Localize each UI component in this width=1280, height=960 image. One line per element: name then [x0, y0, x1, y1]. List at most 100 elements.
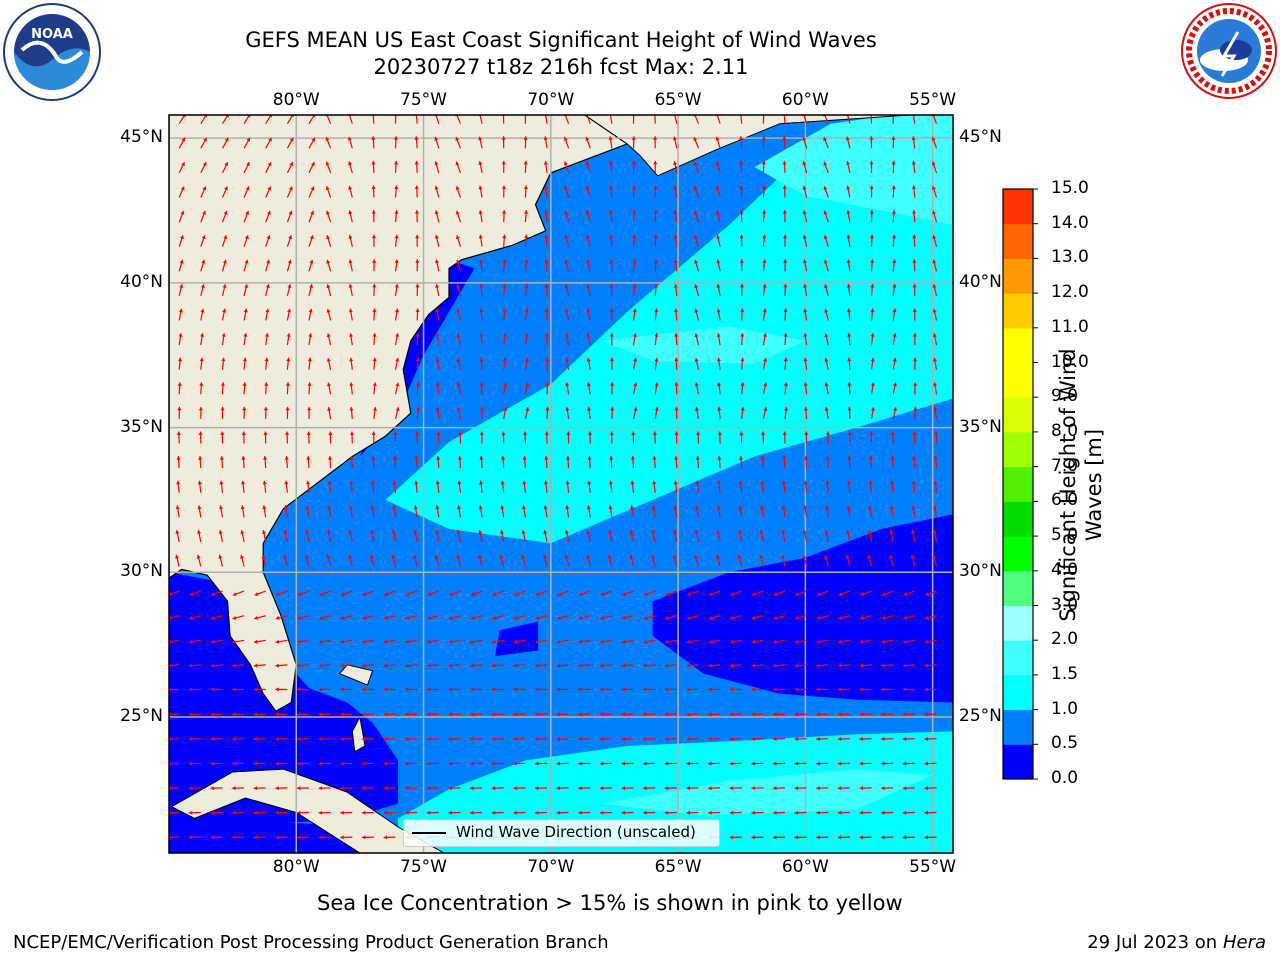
wave-direction-arrowhead	[524, 234, 529, 239]
wave-direction-arrowhead	[716, 333, 721, 337]
wave-direction-arrowhead	[632, 259, 637, 263]
wave-direction-arrowhead	[664, 786, 669, 791]
wave-direction-arrowhead	[427, 615, 432, 620]
wave-direction-arrowhead	[491, 639, 496, 644]
wave-direction-arrowhead	[803, 505, 808, 510]
wave-direction-arrowhead	[729, 810, 734, 815]
wave-direction-arrowhead	[361, 712, 366, 717]
wave-direction-arrowhead	[479, 456, 484, 460]
wave-direction-arrowhead	[181, 137, 186, 142]
wave-direction-arrowhead	[913, 406, 918, 411]
wave-direction-arrowhead	[246, 137, 250, 142]
wave-direction-arrowhead	[587, 456, 592, 460]
colorbar-segment	[1003, 431, 1033, 468]
wave-direction-arrowhead	[845, 554, 850, 559]
wave-direction-arrowhead	[318, 639, 323, 644]
wave-direction-arrowhead	[349, 382, 354, 386]
wave-direction-arrowhead	[739, 259, 744, 263]
wave-direction-arrowhead	[340, 712, 344, 717]
wave-direction-arrowhead	[470, 592, 475, 596]
wave-direction-arrowhead	[525, 382, 530, 387]
wave-direction-arrowhead	[232, 639, 236, 644]
wave-direction-arrowhead	[823, 235, 828, 240]
wave-direction-arrowhead	[924, 615, 929, 620]
wave-direction-arrowhead	[694, 407, 699, 411]
wave-direction-arrowhead	[306, 431, 311, 435]
wave-direction-arrowhead	[739, 283, 744, 288]
wave-direction-arrowhead	[242, 406, 247, 411]
wave-direction-arrowhead	[426, 786, 431, 791]
wave-direction-arrowhead	[283, 530, 288, 534]
wave-direction-arrowhead	[600, 663, 604, 668]
wave-direction-arrowhead	[543, 161, 548, 165]
wave-direction-arrowhead	[902, 786, 907, 791]
wave-direction-arrowhead	[773, 639, 777, 644]
wave-direction-arrowhead	[544, 210, 549, 214]
wave-direction-arrowhead	[693, 186, 698, 191]
wave-direction-arrowhead	[436, 431, 441, 435]
lat-tick-label-left: 40°N	[120, 271, 163, 292]
wave-direction-arrowhead	[348, 259, 353, 264]
wave-direction-arrowhead	[586, 554, 591, 559]
wave-direction-arrowhead	[198, 456, 203, 460]
wave-direction-arrowhead	[578, 736, 582, 741]
wave-direction-arrowhead	[708, 736, 712, 741]
footer-date-text: 29 Jul 2023 on	[1087, 932, 1218, 953]
wave-direction-arrowhead	[633, 357, 638, 362]
wave-direction-arrowhead	[824, 333, 829, 338]
wave-direction-arrowhead	[773, 761, 777, 766]
wave-direction-arrowhead	[197, 505, 202, 510]
wave-direction-arrowhead	[426, 761, 431, 766]
wave-direction-arrowhead	[751, 835, 755, 840]
wave-direction-arrowhead	[867, 554, 872, 559]
wave-direction-arrowhead	[652, 456, 657, 460]
wave-direction-arrowhead	[696, 431, 701, 435]
wave-direction-arrowhead	[535, 712, 539, 717]
wave-direction-arrow	[932, 115, 938, 124]
wave-direction-arrowhead	[223, 235, 228, 240]
wave-direction-arrowhead	[405, 592, 410, 596]
wave-direction-arrowhead	[289, 137, 294, 142]
wave-direction-arrowhead	[716, 235, 721, 239]
wave-direction-arrowhead	[501, 431, 506, 435]
wave-direction-arrowhead	[564, 210, 569, 215]
wave-direction-arrowhead	[585, 186, 590, 190]
wave-direction-arrowhead	[824, 382, 829, 387]
wave-direction-arrowhead	[349, 456, 354, 460]
wave-direction-arrowhead	[275, 615, 280, 620]
wave-direction-arrowhead	[327, 480, 332, 485]
wave-direction-arrowhead	[189, 639, 193, 644]
wave-direction-arrowhead	[434, 554, 439, 559]
wave-direction-arrowhead	[500, 480, 505, 485]
colorbar-segment	[1003, 362, 1033, 398]
wave-direction-arrowhead	[284, 456, 289, 460]
wave-direction-arrowhead	[564, 259, 569, 264]
wave-direction-arrowhead	[686, 786, 690, 791]
wave-direction-arrowhead	[370, 530, 375, 534]
wave-direction-arrowhead	[802, 136, 807, 141]
wave-direction-arrow	[586, 115, 591, 124]
wave-direction-arrowhead	[254, 615, 258, 620]
wave-direction-arrowhead	[869, 234, 874, 239]
wave-direction-arrowhead	[631, 136, 636, 140]
wave-direction-arrowhead	[913, 382, 918, 386]
wave-direction-arrowhead	[470, 786, 474, 791]
wave-direction-arrowhead	[889, 530, 894, 534]
wave-direction-arrowhead	[177, 382, 182, 386]
wave-direction-arrowhead	[522, 456, 527, 460]
wave-direction-arrowhead	[245, 210, 250, 215]
wave-direction-arrowhead	[543, 530, 548, 534]
wave-direction-arrowhead	[405, 810, 409, 815]
colorbar-tick-label: 6.0	[1051, 490, 1079, 511]
wave-direction-arrowhead	[478, 210, 483, 214]
wave-direction-arrowhead	[275, 663, 279, 668]
wave-direction-arrowhead	[372, 357, 377, 362]
wave-direction-arrowhead	[608, 505, 613, 510]
colorbar-tick-label: 8.0	[1051, 420, 1079, 441]
wave-direction-arrowhead	[869, 160, 874, 165]
wave-direction-arrowhead	[686, 615, 691, 620]
wave-direction-arrowhead	[457, 480, 462, 485]
wave-direction-arrowhead	[309, 284, 313, 288]
wave-direction-arrowhead	[846, 480, 851, 485]
wave-direction-arrowhead	[557, 615, 561, 620]
